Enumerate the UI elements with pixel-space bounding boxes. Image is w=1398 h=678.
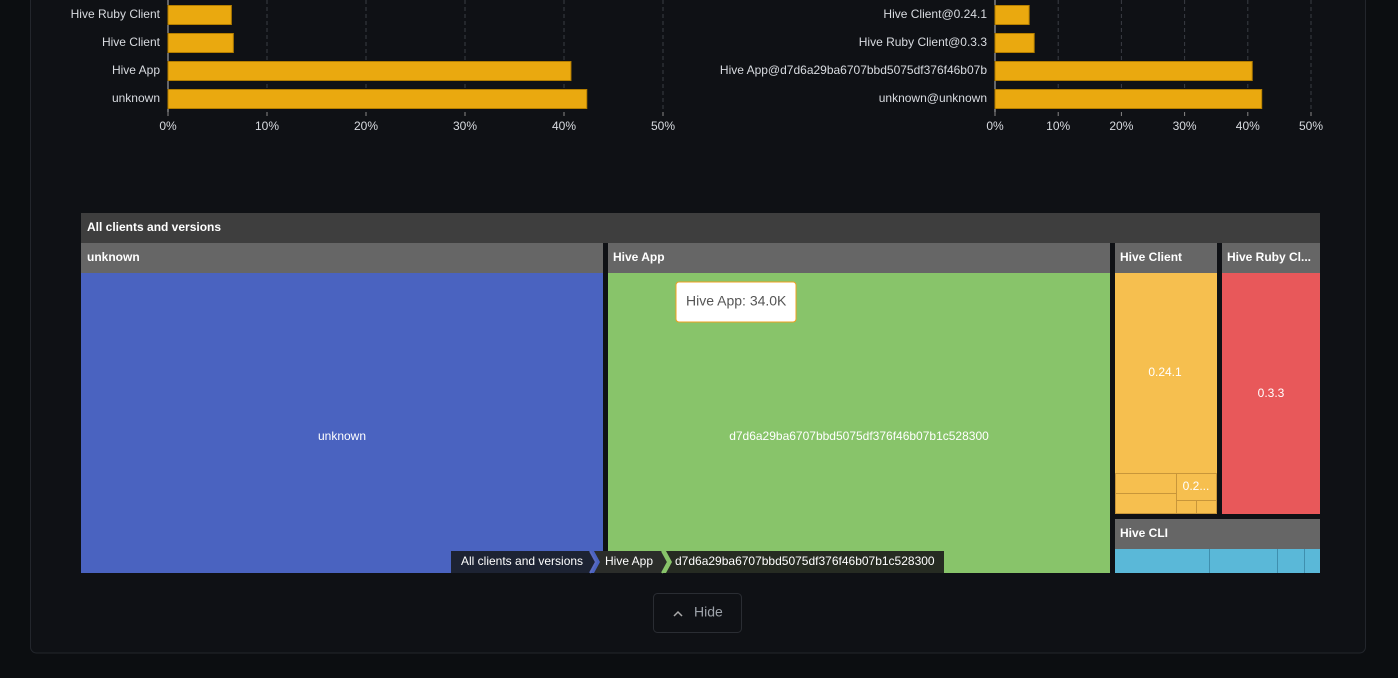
- hide-button[interactable]: Hide: [653, 593, 742, 633]
- cell-dividers: [1209, 549, 1305, 573]
- cell-label: d7d6a29ba6707bbd5075df376f46b07b1c528300: [729, 429, 989, 443]
- y-tick-label: Hive Ruby Client: [71, 7, 161, 21]
- tooltip: [675, 281, 797, 323]
- bar: [994, 61, 1253, 81]
- breadcrumb-sep: [661, 550, 670, 574]
- x-tick-label: 20%: [354, 119, 378, 133]
- x-tick-label: 40%: [1236, 119, 1260, 133]
- x-tick-label: 40%: [552, 119, 576, 133]
- group-label: Hive CLI: [1120, 526, 1168, 540]
- y-tick-label: Hive App: [112, 63, 160, 77]
- bar: [994, 33, 1035, 53]
- tooltip-text: Hive App: 34.0K: [686, 293, 787, 309]
- cell-label: 0.2...: [1183, 479, 1210, 493]
- group-label: Hive Client: [1120, 250, 1182, 264]
- group-header: [1115, 519, 1320, 549]
- cell-label: unknown: [318, 429, 366, 443]
- treemap-cell: [1115, 273, 1217, 514]
- x-tick-label: 30%: [453, 119, 477, 133]
- small-cells: [1115, 473, 1217, 514]
- group-header: [608, 243, 1110, 273]
- breadcrumb-label[interactable]: Hive App: [605, 554, 653, 568]
- group-header: [1115, 243, 1217, 273]
- cell-label: 0.3.3: [1258, 386, 1285, 400]
- x-tick-label: 20%: [1109, 119, 1133, 133]
- y-tick-label: unknown: [112, 91, 160, 105]
- group-label: unknown: [87, 250, 140, 264]
- x-tick-label: 50%: [651, 119, 675, 133]
- bar: [167, 89, 588, 109]
- breadcrumb-item[interactable]: [594, 551, 668, 573]
- y-tick-label: unknown@unknown: [879, 91, 987, 105]
- treemap-title: All clients and versions: [87, 220, 221, 234]
- treemap-root-header: [81, 213, 1320, 243]
- x-tick-label: 50%: [1299, 119, 1323, 133]
- bar: [994, 5, 1030, 25]
- breadcrumb-label: d7d6a29ba6707bbd5075df376f46b07b1c528300: [675, 554, 935, 568]
- group-header: [1222, 243, 1320, 273]
- y-tick-label: Hive App@d7d6a29ba6707bbd5075df376f46b07…: [720, 63, 987, 77]
- x-tick-label: 0%: [986, 119, 1004, 133]
- breadcrumb-item[interactable]: [451, 551, 596, 573]
- treemap-cell: [1115, 549, 1320, 573]
- y-tick-label: Hive Client: [102, 35, 161, 49]
- button-label[interactable]: Hide: [694, 604, 723, 620]
- treemap-cell: [1222, 273, 1320, 514]
- bar: [167, 33, 234, 53]
- treemap-cell: [81, 273, 603, 573]
- bar: [994, 89, 1263, 109]
- x-tick-label: 30%: [1173, 119, 1197, 133]
- x-tick-label: 10%: [1046, 119, 1070, 133]
- group-header: [81, 243, 603, 273]
- x-tick-label: 10%: [255, 119, 279, 133]
- y-tick-label: Hive Client@0.24.1: [883, 7, 987, 21]
- bar: [167, 5, 232, 25]
- breadcrumb-item: [666, 551, 944, 573]
- breadcrumb-label[interactable]: All clients and versions: [461, 554, 583, 568]
- bar-charts: 0% 10% 20% 30% 40% 50% Hive Ruby Client Hive Cl…: [71, 0, 1323, 133]
- breadcrumb-sep: [589, 550, 598, 574]
- y-tick-label: Hive Ruby Client@0.3.3: [859, 35, 988, 49]
- group-label: Hive Ruby Cl...: [1227, 250, 1311, 264]
- treemap: All clients and versions unknown unknown…: [81, 213, 1320, 574]
- cell-label: 0.24.1: [1148, 365, 1182, 379]
- bar: [167, 61, 572, 81]
- x-tick-label: 0%: [159, 119, 177, 133]
- treemap-cell: [608, 273, 1110, 573]
- group-label: Hive App: [613, 250, 665, 264]
